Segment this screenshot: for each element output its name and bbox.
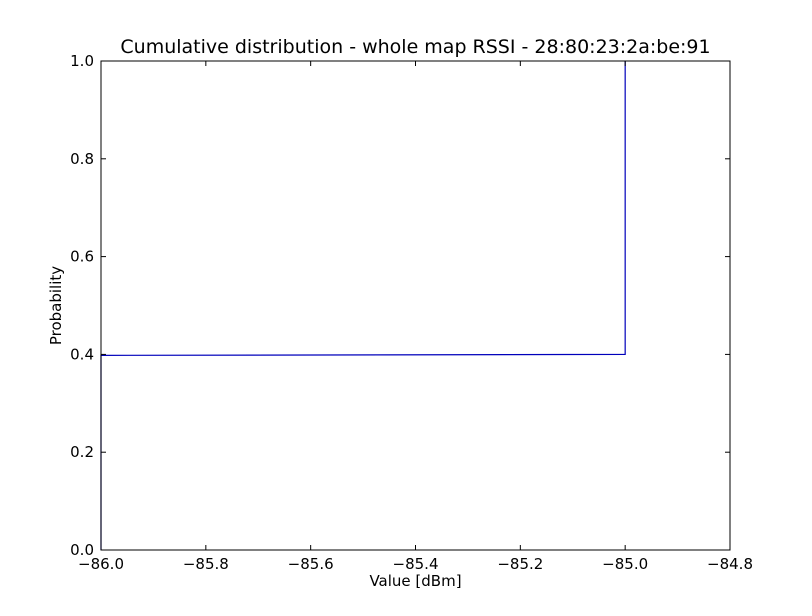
y-tick-label: 0.0 xyxy=(70,541,94,559)
x-tick-label: −86.0 xyxy=(78,555,124,573)
y-tick-label: 0.4 xyxy=(70,345,94,363)
y-tick-label: 1.0 xyxy=(70,52,94,70)
x-tick-label: −84.8 xyxy=(707,555,753,573)
x-axis-label: Value [dBm] xyxy=(369,572,461,590)
x-tick-label: −85.4 xyxy=(393,555,439,573)
x-tick-label: −85.2 xyxy=(497,555,543,573)
y-tick-label: 0.6 xyxy=(70,248,94,266)
y-axis-label: Probability xyxy=(47,266,65,345)
y-tick-label: 0.2 xyxy=(70,443,94,461)
y-tick-label: 0.8 xyxy=(70,150,94,168)
chart-title: Cumulative distribution - whole map RSSI… xyxy=(120,36,710,58)
x-tick-label: −85.0 xyxy=(602,555,648,573)
x-tick-label: −85.6 xyxy=(288,555,334,573)
ticks-layer: −86.0 −85.8 −85.6 −85.4 −85.2 −85.0 −84.8 0.0 0.… xyxy=(70,52,753,573)
x-tick-label: −85.8 xyxy=(183,555,229,573)
